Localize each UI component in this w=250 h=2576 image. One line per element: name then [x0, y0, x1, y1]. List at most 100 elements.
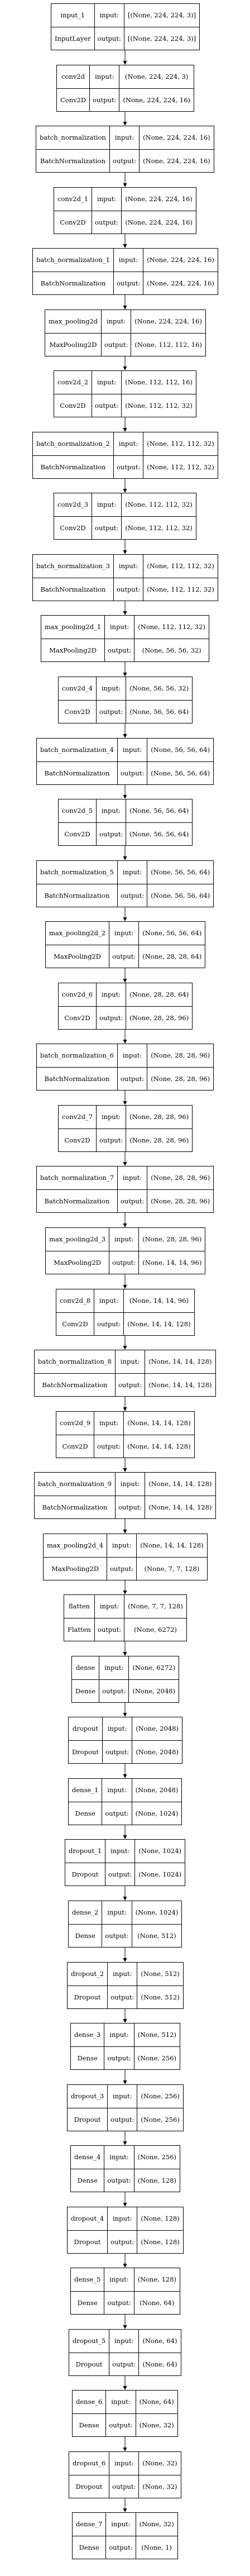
layer-name: batch_normalization_8: [35, 1350, 115, 1374]
output-shape: (None, 32): [142, 2482, 177, 2491]
layer-name: dropout_4: [68, 2207, 108, 2231]
edge-arrow: [123, 2009, 127, 2023]
output-label: output:: [109, 2543, 133, 2551]
layer-title-column: batch_normalization_4 BatchNormalization: [37, 739, 118, 784]
layer-name: dropout: [69, 1717, 102, 1741]
input-label: input:: [97, 677, 126, 701]
input-shape: (None, 112, 112, 32): [134, 616, 209, 639]
layer-class: Dense: [79, 2543, 99, 2551]
io-value-column: (None, 224, 224, 16) (None, 224, 224, 16): [122, 188, 196, 234]
layer-title-column: conv2d_4 Conv2D: [59, 677, 97, 723]
output-shape: (None, 256): [141, 2115, 180, 2123]
input-label: input:: [118, 739, 147, 762]
layer-name: conv2d_6: [59, 983, 97, 1007]
output-shape: (None, 128): [141, 2237, 180, 2246]
output-label: output:: [99, 1013, 123, 1022]
io-value-column: (None, 28, 28, 96) (None, 28, 28, 96): [147, 1166, 214, 1212]
output-shape: (None, 64): [140, 2298, 175, 2307]
layer-node: batch_normalization_1 BatchNormalization i…: [32, 248, 218, 295]
input-shape: (None, 28, 28, 64): [126, 983, 193, 1007]
output-label: output:: [110, 1993, 134, 2001]
layer-class: Conv2D: [60, 96, 86, 104]
layer-node: dense_4 Dense input: output: (None, 256) (Non…: [70, 2145, 181, 2192]
io-label-column: input: output:: [118, 1044, 148, 1090]
layer-node: conv2d_4 Conv2D input: output: (None, 56, 56…: [58, 677, 193, 723]
layer-title-column: dense_6 Dense: [73, 2391, 107, 2436]
layer-class: Conv2D: [64, 707, 90, 716]
io-label-column: input: output:: [114, 432, 144, 478]
output-label: output:: [102, 1687, 126, 1695]
io-value-column: (None, 28, 28, 96) (None, 28, 28, 96): [147, 1044, 214, 1090]
io-value-column: (None, 6272) (None, 2048): [129, 1656, 179, 1702]
layer-title-column: conv2d_5 Conv2D: [59, 799, 97, 845]
layer-class: BatchNormalization: [40, 156, 105, 165]
layer-title-column: conv2d_2 Conv2D: [54, 371, 93, 417]
input-shape: (None, 32): [136, 2513, 177, 2536]
input-label: input:: [116, 1473, 145, 1496]
io-label-column: input: output:: [92, 371, 122, 417]
layer-class: MaxPooling2D: [49, 340, 97, 349]
output-shape: (None, 28, 28, 96): [151, 1074, 210, 1083]
edge-arrow: [123, 1091, 127, 1105]
edge-arrow: [123, 2070, 127, 2084]
layer-class: BatchNormalization: [42, 1380, 108, 1389]
input-shape: (None, 112, 112, 16): [122, 371, 196, 394]
layer-node: conv2d_7 Conv2D input: output: (None, 28, 28…: [58, 1105, 193, 1152]
io-value-column: (None, 14, 14, 96) (None, 14, 14, 128): [124, 1289, 194, 1335]
layer-title-column: dense_2 Dense: [69, 1901, 103, 1947]
layer-node: max_pooling2d_3 MaxPooling2D input: output:…: [45, 1227, 206, 1274]
io-value-column: (None, 112, 112, 32) (None, 112, 112, 32): [122, 493, 196, 539]
output-shape: (None, 14, 14, 128): [148, 1380, 212, 1389]
layer-class: Conv2D: [62, 1442, 88, 1450]
io-label-column: input: output:: [104, 2023, 134, 2069]
layer-class: Dense: [77, 2176, 98, 2184]
layer-class: Conv2D: [60, 523, 86, 532]
input-label: input:: [118, 861, 147, 884]
edge-arrow: [123, 1274, 127, 1289]
layer-title-column: batch_normalization_2 BatchNormalization: [33, 432, 114, 478]
output-shape: (None, 224, 224, 16): [147, 279, 214, 287]
io-label-column: input: output:: [114, 249, 144, 294]
input-shape: (None, 224, 224, 3): [119, 65, 194, 89]
io-value-column: (None, 128) (None, 64): [134, 2268, 180, 2314]
edge-arrow: [123, 417, 127, 432]
output-label: output:: [110, 2237, 134, 2246]
output-label: output:: [97, 1625, 122, 1634]
input-label: input:: [92, 371, 122, 394]
layer-name: batch_normalization_4: [37, 739, 117, 762]
output-shape: (None, 28, 28, 96): [151, 1197, 210, 1205]
io-value-column: (None, 14, 14, 128) (None, 7, 7, 128): [137, 1534, 207, 1580]
layer-class: Conv2D: [60, 401, 86, 410]
layer-class: Dropout: [75, 2360, 103, 2368]
layer-title-column: max_pooling2d_2 MaxPooling2D: [46, 922, 110, 968]
edge-arrow: [123, 1825, 127, 1839]
input-label: input:: [108, 2207, 137, 2231]
layer-name: conv2d_5: [59, 799, 97, 823]
input-shape: (None, 56, 56, 64): [126, 799, 193, 823]
output-shape: (None, 2048): [132, 1687, 176, 1695]
input-shape: (None, 14, 14, 96): [124, 1289, 194, 1313]
layer-name: dense: [72, 1656, 99, 1680]
io-value-column: (None, 32) (None, 1): [136, 2513, 177, 2559]
layer-node: batch_normalization_6 BatchNormalization i…: [36, 1044, 214, 1091]
io-value-column: (None, 28, 28, 96) (None, 28, 28, 96): [126, 1106, 193, 1151]
layer-title-column: conv2d_1 Conv2D: [54, 188, 93, 234]
layer-class: Conv2D: [64, 1013, 90, 1022]
output-label: output:: [121, 1197, 145, 1205]
edge-arrow: [123, 234, 127, 248]
layer-node: dropout_1 Dropout input: output: (None, 1024…: [65, 1839, 186, 1886]
input-label: input:: [94, 1595, 124, 1618]
layer-title-column: dense_4 Dense: [71, 2146, 105, 2192]
edge-arrow: [123, 1886, 127, 1901]
io-label-column: input: output:: [104, 2146, 134, 2192]
layer-title-column: dropout_2 Dropout: [68, 1963, 108, 2008]
layer-name: flatten: [64, 1595, 94, 1618]
input-label: input:: [109, 1228, 139, 1251]
layer-node: dropout_2 Dropout input: output: (None, 512)…: [67, 1962, 184, 2009]
io-value-column: (None, 28, 28, 96) (None, 14, 14, 96): [139, 1228, 205, 1274]
layer-class: Dense: [75, 1809, 95, 1817]
output-shape: (None, 1024): [138, 1870, 182, 1878]
output-label: output:: [112, 156, 137, 165]
layer-name: conv2d_1: [54, 188, 92, 211]
output-label: output:: [110, 2115, 134, 2123]
